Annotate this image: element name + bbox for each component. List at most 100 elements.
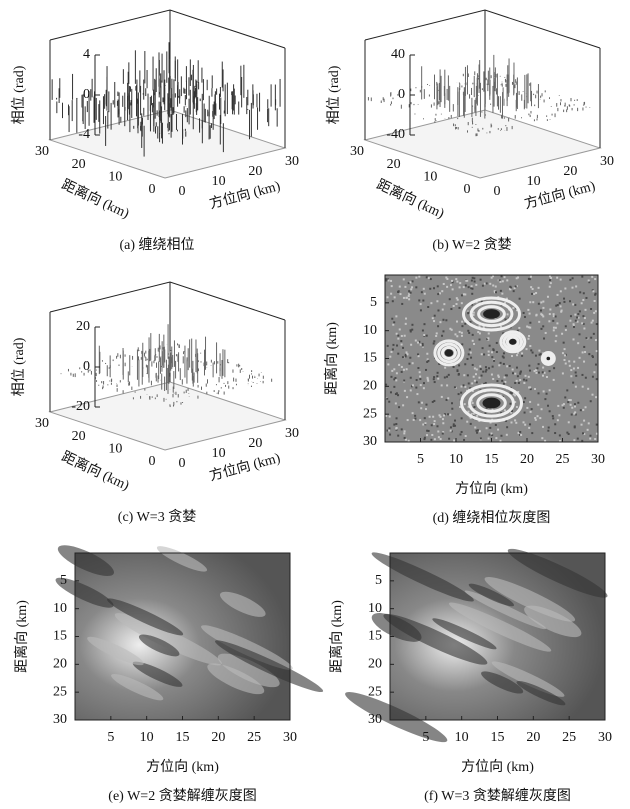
noise	[464, 403, 466, 405]
noise	[451, 280, 453, 282]
noise	[390, 293, 392, 295]
noise	[461, 321, 463, 323]
x-axis-label: 方位向 (km)	[455, 481, 528, 497]
noise	[443, 414, 445, 416]
x-tick-label: 30	[285, 154, 299, 169]
noise	[425, 408, 427, 410]
noise	[453, 423, 455, 425]
noise	[588, 353, 590, 355]
noise	[421, 402, 423, 404]
noise	[596, 350, 598, 352]
noise	[502, 280, 504, 282]
noise	[516, 354, 518, 356]
noise	[573, 326, 575, 328]
noise	[424, 422, 426, 424]
noise	[415, 277, 417, 279]
noise	[501, 293, 503, 295]
noise	[585, 297, 587, 299]
noise	[562, 372, 564, 374]
noise	[492, 366, 494, 368]
noise	[457, 370, 459, 372]
noise	[417, 342, 419, 344]
noise	[408, 363, 410, 365]
noise	[542, 371, 544, 373]
noise	[575, 285, 577, 287]
noise	[529, 301, 531, 303]
noise	[504, 276, 506, 278]
noise	[516, 367, 518, 369]
noise	[527, 309, 529, 311]
noise	[410, 389, 412, 391]
noise	[397, 291, 399, 293]
noise	[479, 365, 481, 367]
noise	[588, 281, 590, 283]
noise	[440, 438, 442, 440]
noise	[407, 419, 409, 421]
x-tick-label: 30	[283, 730, 297, 745]
noise	[451, 402, 453, 404]
noise	[555, 327, 557, 329]
noise	[408, 440, 410, 442]
noise	[530, 286, 532, 288]
noise	[473, 312, 475, 314]
noise	[428, 277, 430, 279]
noise	[402, 404, 404, 406]
y-tick-label: 25	[368, 684, 382, 699]
noise	[485, 371, 487, 373]
noise	[456, 321, 458, 323]
noise	[410, 344, 412, 346]
noise	[500, 362, 502, 364]
noise	[530, 411, 532, 413]
noise	[495, 424, 497, 426]
noise	[464, 323, 466, 325]
noise	[511, 355, 513, 357]
noise	[532, 288, 534, 290]
noise	[408, 295, 410, 297]
noise	[519, 379, 521, 381]
noise	[529, 423, 531, 425]
noise	[393, 424, 395, 426]
panel: -2002001020300102030方位向 (km)距离向 (km)相位 (…	[11, 282, 299, 525]
noise	[531, 293, 533, 295]
noise	[402, 356, 404, 358]
noise	[584, 317, 586, 319]
noise	[403, 278, 405, 280]
noise	[461, 417, 463, 419]
noise	[472, 340, 474, 342]
noise	[485, 369, 487, 371]
noise	[594, 278, 596, 280]
noise	[580, 409, 582, 411]
noise	[465, 435, 467, 437]
noise	[405, 323, 407, 325]
noise	[569, 365, 571, 367]
noise	[469, 348, 471, 350]
noise	[585, 309, 587, 311]
noise	[403, 297, 405, 299]
noise	[418, 299, 420, 301]
noise	[531, 408, 533, 410]
noise	[542, 375, 544, 377]
noise	[482, 347, 484, 349]
noise	[396, 372, 398, 374]
noise	[449, 298, 451, 300]
noise	[569, 320, 571, 322]
y-tick-label: 25	[363, 406, 377, 421]
x-tick-label: 5	[107, 730, 114, 745]
noise	[575, 386, 577, 388]
noise	[583, 420, 585, 422]
noise	[595, 364, 597, 366]
noise	[459, 282, 461, 284]
noise	[523, 421, 525, 423]
noise	[405, 318, 407, 320]
noise	[587, 429, 589, 431]
noise	[528, 427, 530, 429]
noise	[573, 439, 575, 441]
noise	[575, 320, 577, 322]
noise	[472, 402, 474, 404]
noise	[577, 313, 579, 315]
noise	[478, 377, 480, 379]
noise	[557, 304, 559, 306]
z-tick-label: 4	[83, 47, 90, 62]
noise	[420, 407, 422, 409]
noise	[574, 304, 576, 306]
